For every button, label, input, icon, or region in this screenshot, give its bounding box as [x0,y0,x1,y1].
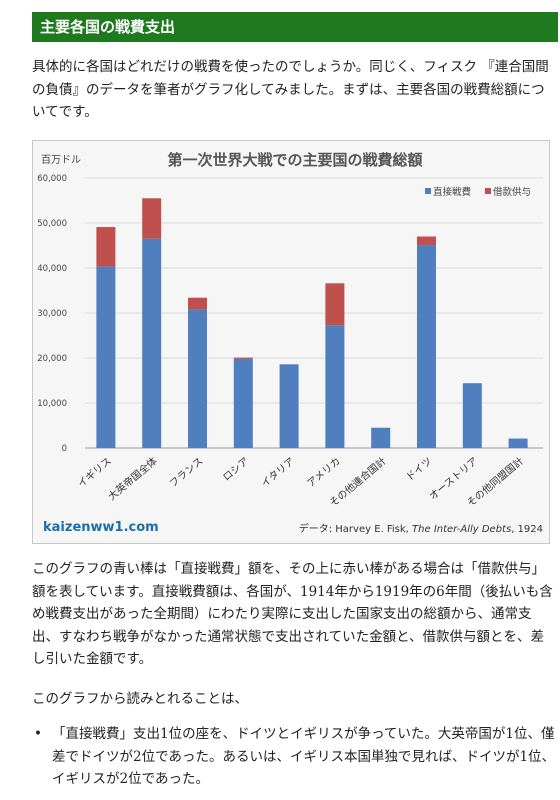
bar-direct [417,245,436,448]
legend-swatch [425,188,431,194]
bullet-icon: • [34,726,42,742]
y-tick-label: 40,000 [37,264,67,274]
list-item-text: 「直接戦費」支出1位の座を、ドイツとイギリスが争っていた。大英帝国が1位、僅差で… [52,726,556,787]
y-tick-label: 20,000 [37,354,67,364]
section-heading: 主要各国の戦費支出 [32,12,558,42]
y-tick-label: 0 [62,444,67,454]
bar-direct [142,238,162,448]
bar-direct [279,364,299,448]
x-tick-label: イタリア [259,455,297,490]
legend-swatch [485,188,491,194]
bar-loan [417,236,436,246]
y-axis-label: 百万ドル [41,154,81,166]
lead-in-paragraph: このグラフから読みとれることは、 [32,691,248,707]
x-tick-label: ロシア [221,456,251,484]
x-tick-label: フランス [167,455,205,490]
explanation-paragraph: このグラフの青い棒は「直接戦費」額を、その上に赤い棒がある場合は「借款供与」額を… [32,561,553,667]
source-title: The Inter-Ally Debts [412,524,511,535]
bar-loan [188,297,207,310]
bar-direct [508,438,528,448]
bar-loan [96,227,116,267]
x-tick-label: アメリカ [305,455,343,490]
chart-title: 第一次世界大戦での主要国の戦費総額 [167,151,422,169]
x-tick-label: ドイツ [404,456,434,484]
source-citation: データ: Harvey E. Fisk, The Inter-Ally Debt… [299,522,543,535]
war-expenditure-chart: 第一次世界大戦での主要国の戦費総額 百万ドル 0 10,000 20,000 30,000… [37,151,543,535]
bar-loan [142,198,162,239]
bar-loan [325,283,345,326]
bar-direct [233,358,253,448]
bar-loan [233,357,253,359]
list-item: • 「直接戦費」支出1位の座を、ドイツとイギリスが争っていた。大英帝国が1位、僅… [34,723,556,791]
intro-paragraph: 具体的に各国はどれだけの戦費を使ったのでしょうか。同じく、フィスク 『連合国間の… [32,59,549,120]
source-prefix: データ: Harvey E. Fisk, [299,522,412,535]
y-tick-label: 30,000 [37,309,67,319]
bar-direct [96,266,116,448]
chart-figure: 第一次世界大戦での主要国の戦費総額 百万ドル 0 10,000 20,000 30,000… [32,140,550,544]
bar-direct [325,325,345,448]
bar-direct [188,309,207,448]
y-tick-label: 50,000 [37,219,67,229]
x-tick-label: 大英帝国全体 [105,454,159,503]
legend-label: 直接戦費 [433,186,471,198]
bar-direct [462,383,482,448]
x-tick-label: イギリス [75,455,113,490]
site-label: kaizenww1.com [43,520,159,535]
y-tick-label: 10,000 [37,399,67,409]
bar-direct [371,427,391,448]
legend-label: 借款供与 [493,186,531,198]
y-tick-label: 60,000 [37,174,67,184]
source-suffix: , 1924 [511,524,543,535]
